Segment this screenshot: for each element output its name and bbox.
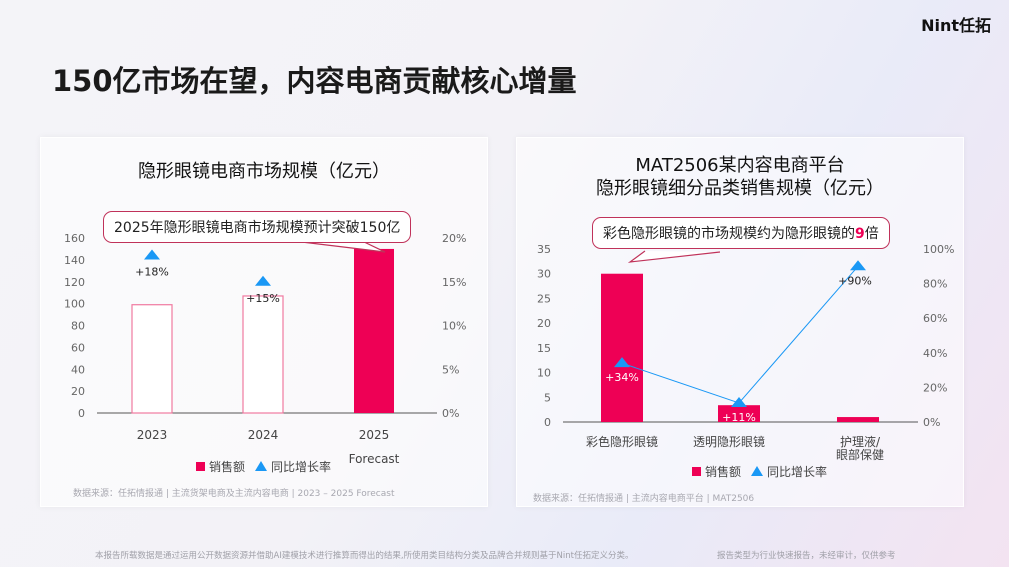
brand-logo: Nint任拓	[921, 16, 991, 35]
chart-subtitle: 隐形眼镜细分品类销售规模（亿元）	[596, 178, 884, 199]
footer-disclaimer: 本报告所载数据是通过运用公开数据资源并借助AI建模技术进行推算而得出的结果,所使…	[95, 551, 634, 561]
page-title: 150亿市场在望，内容电商贡献核心增量	[52, 64, 577, 98]
chart-title: 隐形眼镜电商市场规模（亿元）	[138, 161, 390, 182]
legend-sales: 销售额	[196, 458, 245, 475]
callout-market: 2025年隐形眼镜电商市场规模预计突破150亿	[103, 211, 412, 243]
callout-category: 彩色隐形眼镜的市场规模约为隐形眼镜的9倍	[592, 217, 890, 249]
data-source: 数据来源：任拓情报通 | 主流内容电商平台 | MAT2506	[533, 494, 755, 504]
chart-legend: 销售额 同比增长率	[692, 463, 827, 480]
footer-note: 报告类型为行业快速报告，未经审计，仅供参考	[717, 551, 896, 561]
chart-legend: 销售额 同比增长率	[196, 458, 331, 475]
data-source: 数据来源：任拓情报通 | 主流货架电商及主流内容电商 | 2023 – 2025…	[73, 489, 395, 499]
chart-title: MAT2506某内容电商平台	[635, 155, 845, 176]
legend-growth: 同比增长率	[255, 458, 331, 475]
legend-sales: 销售额	[692, 463, 741, 480]
chart-panel-market-size: 隐形眼镜电商市场规模（亿元） 销售额 同比增长率 数据来源：任拓情报通 | 主流…	[40, 137, 488, 507]
legend-growth: 同比增长率	[751, 463, 827, 480]
chart-panel-category-size: MAT2506某内容电商平台 隐形眼镜细分品类销售规模（亿元） 销售额 同比增长…	[516, 137, 964, 507]
